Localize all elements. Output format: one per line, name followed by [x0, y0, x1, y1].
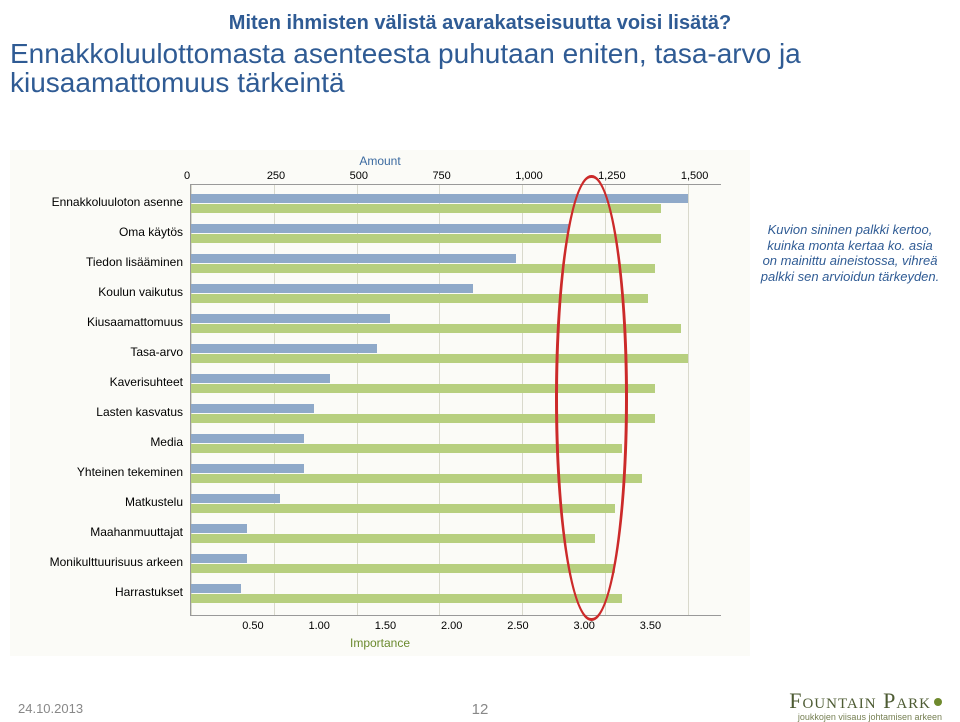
chart-row: Koulun vaikutus — [191, 279, 721, 305]
logo-dot-icon — [934, 698, 942, 706]
page-subtitle: Ennakkoluulottomasta asenteesta puhutaan… — [10, 39, 920, 98]
bar-amount — [191, 374, 330, 383]
bar-importance — [191, 204, 661, 213]
axis-top-ticks: 02505007501,0001,2501,500 — [190, 170, 720, 184]
bar-amount — [191, 524, 247, 533]
bar-importance — [191, 474, 642, 483]
footer-page: 12 — [472, 701, 489, 718]
logo-tagline: joukkojen viisaus johtamisen arkeen — [789, 712, 942, 722]
bar-amount — [191, 224, 569, 233]
category-label: Media — [150, 435, 191, 449]
category-label: Oma käytös — [119, 225, 191, 239]
category-label: Kaverisuhteet — [110, 375, 191, 389]
bar-importance — [191, 294, 648, 303]
bar-amount — [191, 194, 688, 203]
bar-amount — [191, 254, 516, 263]
bar-amount — [191, 584, 241, 593]
chart-row: Kiusaamattomuus — [191, 309, 721, 335]
bar-importance — [191, 534, 595, 543]
bar-importance — [191, 504, 615, 513]
category-label: Tiedon lisääminen — [86, 255, 191, 269]
chart-row: Kaverisuhteet — [191, 369, 721, 395]
bar-amount — [191, 284, 473, 293]
bar-amount — [191, 434, 304, 443]
bar-amount — [191, 314, 390, 323]
chart-row: Harrastukset — [191, 579, 721, 605]
footer-date: 24.10.2013 — [18, 701, 83, 716]
chart-row: Ennakkoluuloton asenne — [191, 189, 721, 215]
bar-importance — [191, 324, 681, 333]
bar-importance — [191, 594, 622, 603]
bar-importance — [191, 444, 622, 453]
bar-importance — [191, 384, 655, 393]
bar-importance — [191, 414, 655, 423]
category-label: Ennakkoluuloton asenne — [52, 195, 191, 209]
bar-amount — [191, 404, 314, 413]
bar-importance — [191, 564, 615, 573]
chart-row: Tasa-arvo — [191, 339, 721, 365]
footer-logo: Fountain Park joukkojen viisaus johtamis… — [789, 688, 942, 722]
category-label: Kiusaamattomuus — [87, 315, 191, 329]
chart-row: Media — [191, 429, 721, 455]
chart-row: Monikulttuurisuus arkeen — [191, 549, 721, 575]
bar-importance — [191, 264, 655, 273]
bar-amount — [191, 344, 377, 353]
chart-rows: Ennakkoluuloton asenne Oma käytös Tiedon l… — [191, 185, 721, 615]
chart-row: Matkustelu — [191, 489, 721, 515]
page-title: Miten ihmisten välistä avarakatseisuutta… — [40, 12, 920, 35]
category-label: Monikulttuurisuus arkeen — [50, 555, 191, 569]
bar-importance — [191, 354, 688, 363]
chart-row: Yhteinen tekeminen — [191, 459, 721, 485]
bar-amount — [191, 464, 304, 473]
category-label: Maahanmuuttajat — [90, 525, 191, 539]
chart-row: Tiedon lisääminen — [191, 249, 721, 275]
bar-amount — [191, 494, 280, 503]
axis-bottom-label: Importance — [20, 636, 740, 650]
chart-plot: Ennakkoluuloton asenne Oma käytös Tiedon l… — [190, 184, 721, 616]
category-label: Harrastukset — [115, 585, 191, 599]
category-label: Lasten kasvatus — [96, 405, 191, 419]
chart: Amount 02505007501,0001,2501,500 Ennakko… — [10, 150, 750, 656]
axis-bottom-ticks: 0.501.001.502.002.503.003.50 — [190, 620, 720, 634]
category-label: Matkustelu — [125, 495, 191, 509]
bar-amount — [191, 554, 247, 563]
category-label: Yhteinen tekeminen — [77, 465, 191, 479]
chart-row: Lasten kasvatus — [191, 399, 721, 425]
chart-row: Maahanmuuttajat — [191, 519, 721, 545]
chart-note: Kuvion sininen palkki kertoo, kuinka mon… — [760, 222, 940, 284]
logo-brand: Fountain Park — [789, 688, 931, 713]
category-label: Koulun vaikutus — [98, 285, 191, 299]
bar-importance — [191, 234, 661, 243]
category-label: Tasa-arvo — [130, 345, 191, 359]
chart-row: Oma käytös — [191, 219, 721, 245]
axis-top-label: Amount — [20, 154, 740, 168]
